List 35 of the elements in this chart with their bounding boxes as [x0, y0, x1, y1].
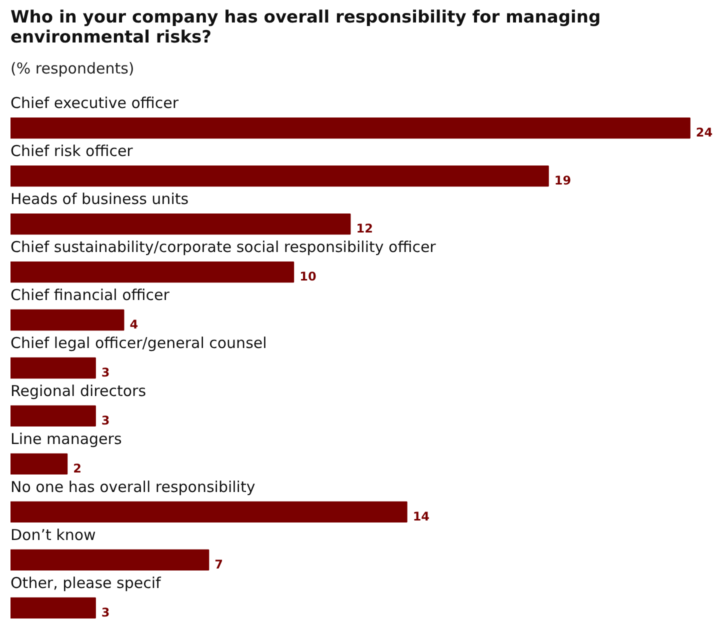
y-tick-label: Chief executive officer	[10, 94, 180, 112]
data-label: 14	[412, 509, 430, 524]
y-tick-label: Heads of business units	[10, 190, 189, 208]
y-tick-label: Chief financial officer	[10, 286, 170, 304]
bar	[10, 501, 408, 523]
bar	[10, 213, 351, 235]
y-tick-label: Other, please specif	[10, 574, 162, 592]
data-label: 3	[101, 413, 110, 428]
data-label: 2	[73, 461, 82, 476]
data-label: 12	[356, 222, 373, 236]
bar	[10, 405, 96, 427]
data-label: 4	[130, 318, 138, 332]
y-tick-label: Chief sustainability/corporate social responsibility officer	[10, 238, 437, 256]
bar	[10, 165, 549, 187]
data-label: 3	[101, 605, 110, 620]
data-label: 7	[214, 557, 224, 572]
bar	[10, 453, 68, 475]
bar	[10, 357, 96, 379]
bar	[10, 597, 96, 618]
bar	[10, 309, 124, 331]
data-label: 10	[300, 270, 316, 284]
y-tick-label: Chief risk officer	[10, 142, 134, 160]
bar	[10, 549, 210, 570]
bar	[10, 118, 690, 139]
data-label: 3	[101, 365, 110, 380]
chart-title: Who in your company has overall responsibility for managing environmental risks?	[10, 8, 601, 48]
y-tick-label: Line managers	[10, 430, 122, 448]
y-tick-label: No one has overall responsibility	[10, 478, 256, 496]
data-label: 24	[696, 126, 713, 140]
bar	[10, 261, 294, 283]
y-tick-label: Regional directors	[10, 382, 146, 400]
data-label: 19	[554, 174, 572, 188]
y-tick-label: Don’t know	[10, 526, 96, 544]
y-tick-label: Chief legal officer/general counsel	[10, 334, 267, 352]
chart-subtitle: (% respondents)	[10, 60, 134, 78]
